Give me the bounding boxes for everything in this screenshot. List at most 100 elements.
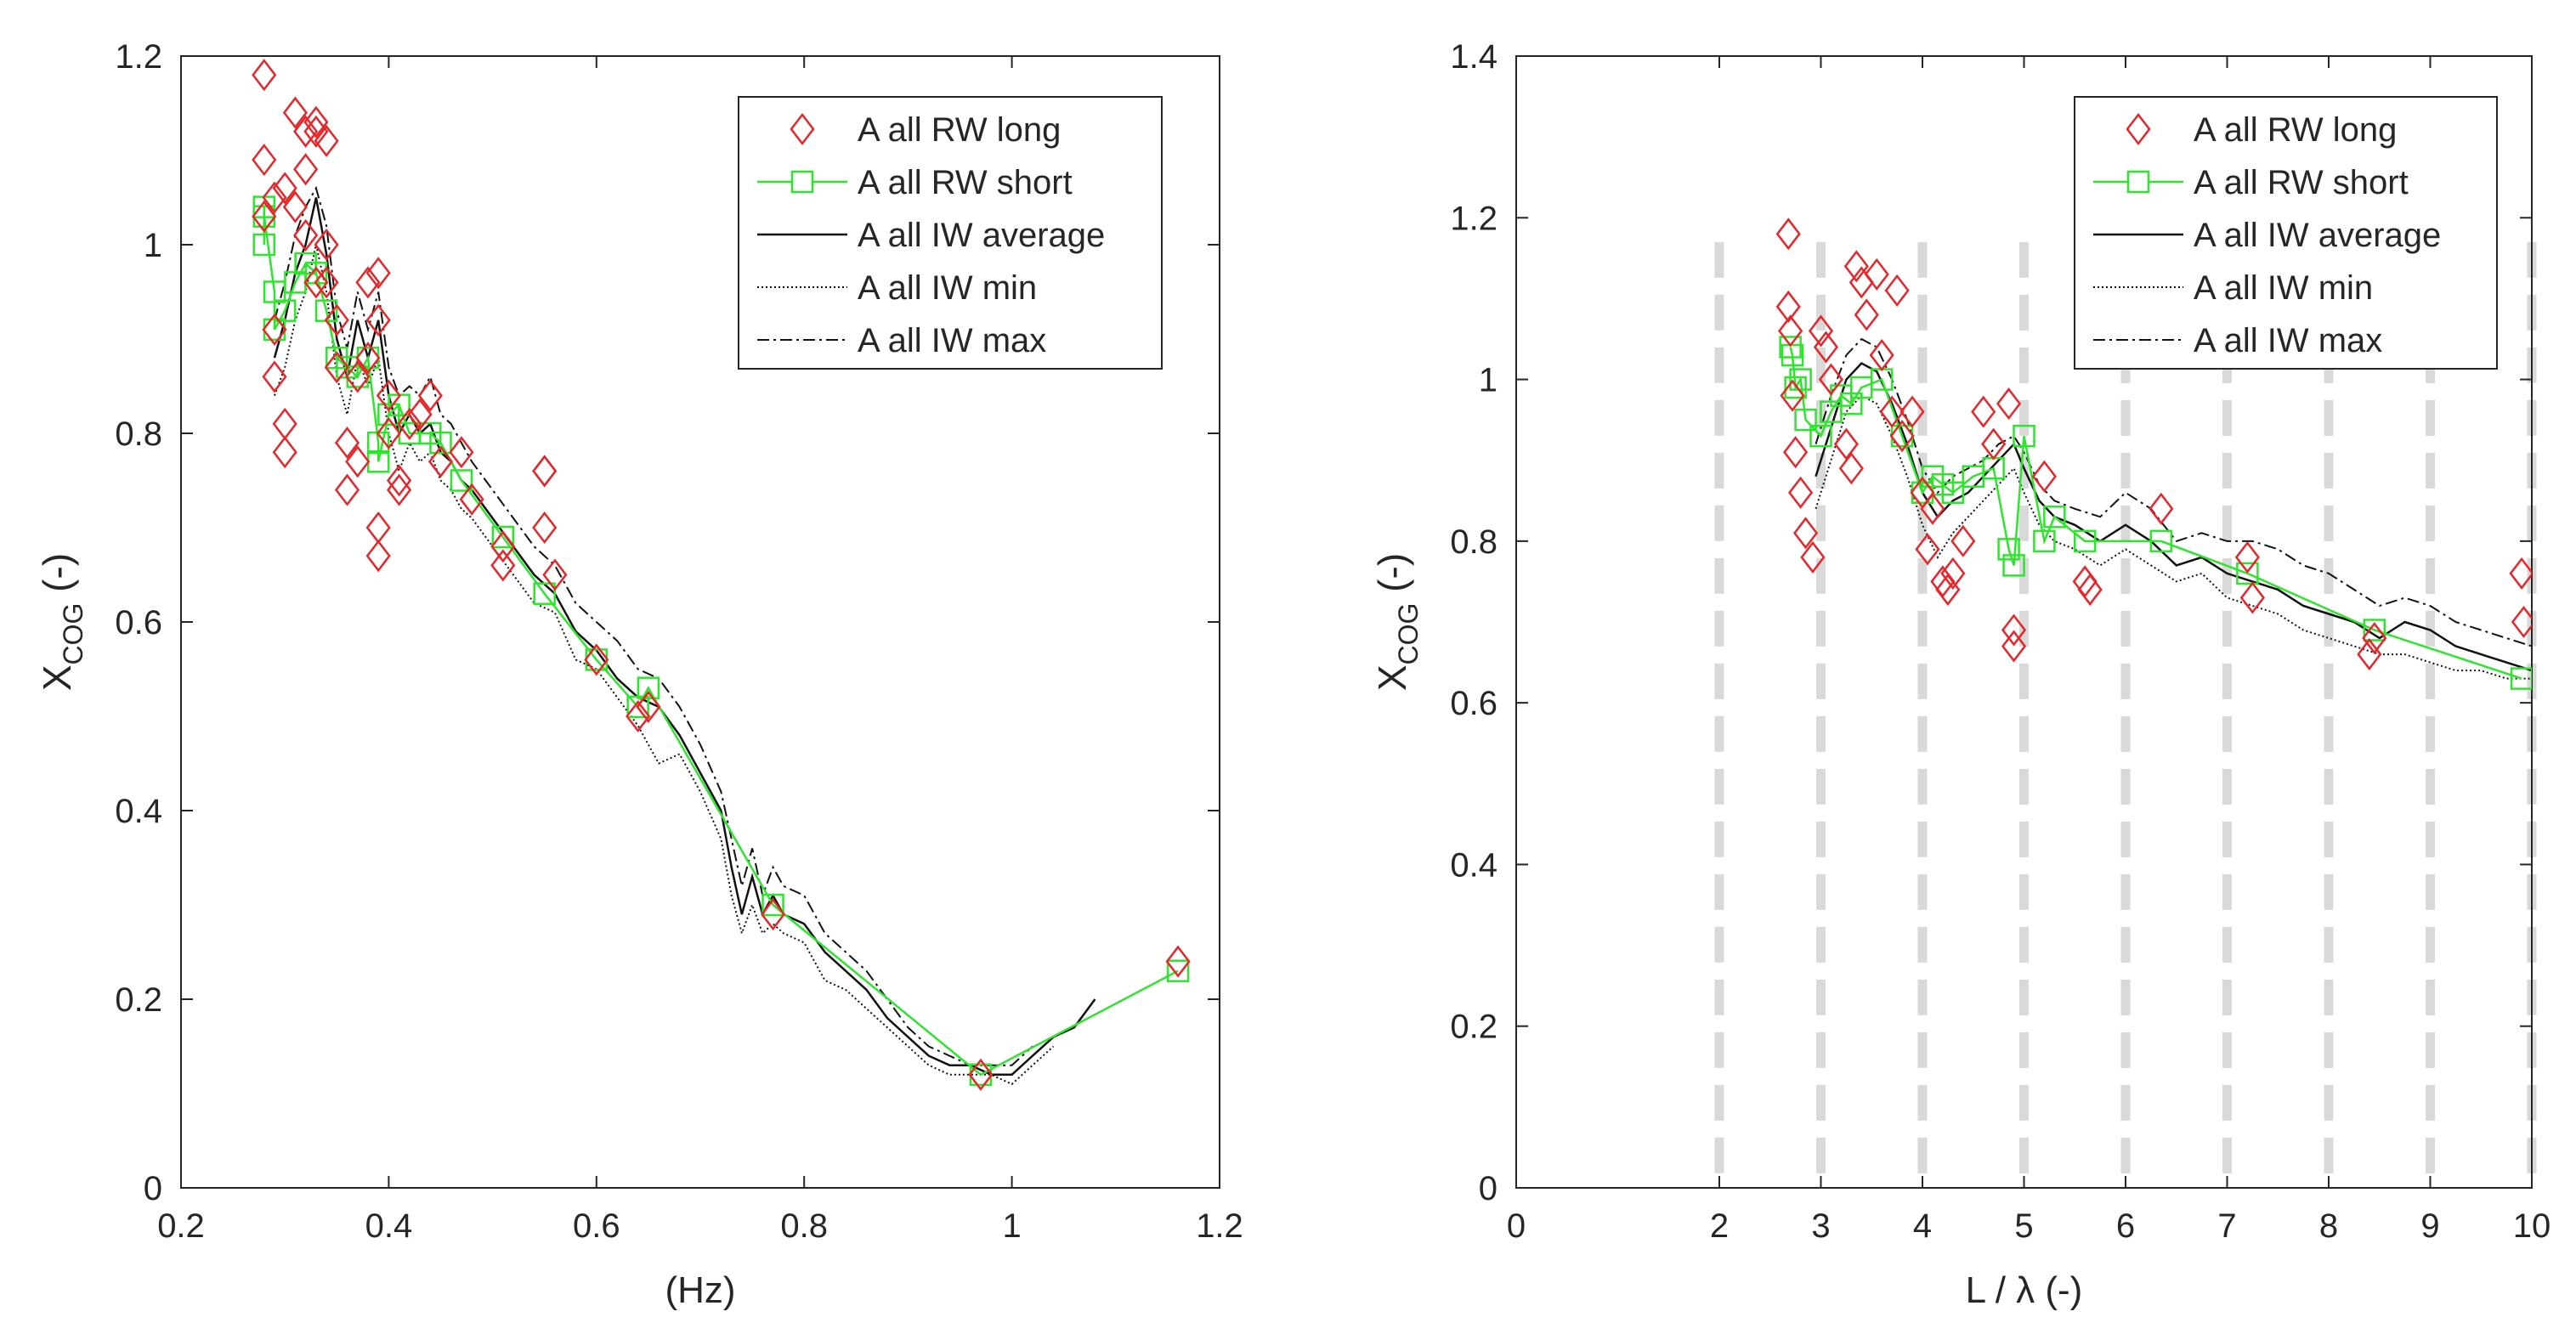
legend-label: A all RW long: [858, 111, 1061, 149]
rw-long-point: [1950, 524, 1976, 557]
legend-label: A all RW long: [2194, 111, 2397, 149]
rw-long-point: [1165, 945, 1191, 978]
legend-label: A all IW average: [2194, 217, 2441, 254]
series-line-solid: [273, 197, 1096, 1077]
y-axis-label-main: X: [35, 664, 79, 691]
rw-long-point: [2234, 540, 2260, 574]
rw-long-point: [1788, 476, 1814, 509]
rw-long-point: [417, 379, 443, 412]
rw-long-point: [252, 200, 277, 233]
rw-long-point: [387, 464, 412, 497]
x-tick-label: 7: [2217, 1207, 2236, 1245]
rw-long-point: [1833, 427, 1859, 461]
rw-long-point: [252, 59, 277, 92]
rw-short-point: [1789, 368, 1812, 391]
legend-label: A all IW max: [858, 322, 1046, 359]
rw-long-point: [1793, 517, 1819, 550]
rw-long-point: [397, 407, 422, 440]
series-line-dashdot: [274, 185, 1033, 1066]
x-tick-label: 4: [1913, 1207, 1932, 1245]
rw-short-point: [2033, 529, 2056, 553]
rw-short-point: [1781, 343, 1804, 367]
rw-long-point: [1996, 387, 2022, 421]
y-tick-label: 1.2: [115, 38, 162, 76]
rw-long-point: [303, 266, 329, 299]
rw-long-point: [1981, 427, 2007, 461]
y-tick-label: 0.2: [115, 981, 162, 1019]
rw-long-point: [2031, 460, 2057, 493]
rw-short-point: [637, 676, 660, 699]
rw-long-point: [293, 218, 319, 252]
y-tick-label: 0.8: [115, 415, 162, 453]
rw-short-point: [273, 299, 297, 322]
rw-long-point: [1808, 314, 1834, 348]
rw-short-point: [2149, 529, 2173, 553]
y-axis-label-main: X: [1370, 664, 1414, 691]
rw-short-point: [2043, 506, 2066, 529]
y-tick-label: 1: [1479, 362, 1497, 399]
rw-short-point: [1997, 538, 2020, 561]
legend-label: A all IW min: [2194, 269, 2373, 307]
rw-long-point: [272, 436, 297, 469]
x-tick-label: 1: [1002, 1207, 1021, 1245]
rw-long-point: [293, 115, 319, 148]
rw-long-point: [490, 549, 516, 582]
rw-long-point: [1864, 257, 1889, 291]
x-tick-label: 3: [1811, 1207, 1830, 1245]
rw-long-point: [365, 257, 391, 290]
rw-long-point: [1940, 557, 1966, 590]
rw-long-point: [532, 511, 558, 545]
rw-long-point: [272, 172, 297, 205]
rw-long-point: [376, 379, 401, 412]
rw-short-point: [533, 582, 556, 605]
rw-long-point: [1915, 533, 1940, 566]
rw-short-point: [2363, 619, 2386, 642]
legend-swatch-diamond: [2126, 112, 2151, 146]
y-axis-label: XCOG (-): [1370, 553, 1424, 691]
x-tick-label: 1.2: [1196, 1207, 1243, 1245]
rw-long-point: [314, 228, 339, 262]
rw-long-point: [365, 303, 391, 336]
rw-long-point: [2001, 613, 2027, 647]
rw-long-point: [1971, 395, 1996, 428]
rw-short-point: [2236, 562, 2259, 585]
y-tick-label: 0.6: [115, 604, 162, 642]
legend-label: A all IW average: [858, 217, 1105, 254]
rw-long-point: [427, 445, 454, 478]
y-axis-label: XCOG (-): [35, 553, 88, 691]
rw-long-point: [2077, 573, 2103, 607]
x-tick-label: 10: [2513, 1207, 2551, 1245]
rw-long-point: [968, 1058, 994, 1091]
rw-long-point: [314, 124, 339, 157]
rw-long-point: [1775, 218, 1801, 251]
rw-long-point: [1838, 452, 1864, 485]
rw-short-point: [1779, 336, 1802, 359]
rw-long-point: [2362, 621, 2387, 655]
rw-short-point: [761, 893, 784, 917]
rw-long-point: [1818, 363, 1844, 396]
rw-short-point: [429, 431, 452, 455]
series-line-dashdot: [1815, 337, 2532, 647]
rw-long-point: [1813, 331, 1839, 364]
rw-long-point: [407, 398, 433, 431]
rw-long-point: [1899, 395, 1925, 428]
y-axis-label-suffix: (-): [35, 553, 79, 603]
plot-area: [1775, 218, 2532, 690]
legend: A all RW long A all RW short A all IW aver…: [738, 96, 1163, 370]
rw-long-point: [1884, 274, 1910, 307]
rw-long-point: [252, 144, 277, 177]
rw-short-point: [491, 525, 515, 549]
y-tick-label: 0.4: [1450, 846, 1497, 884]
rw-long-point: [355, 342, 381, 375]
rw-long-point: [345, 360, 371, 393]
legend: A all RW long A all RW short A all IW aver…: [2074, 96, 2498, 370]
rw-long-point: [262, 181, 287, 214]
rw-long-point: [1889, 420, 1915, 453]
y-axis-label-sub: COG: [58, 603, 88, 665]
rw-long-point: [324, 303, 349, 336]
rw-long-point: [2149, 492, 2174, 525]
rw-long-point: [303, 105, 329, 138]
rw-short-point: [1166, 959, 1190, 982]
rw-long-point: [459, 483, 484, 516]
